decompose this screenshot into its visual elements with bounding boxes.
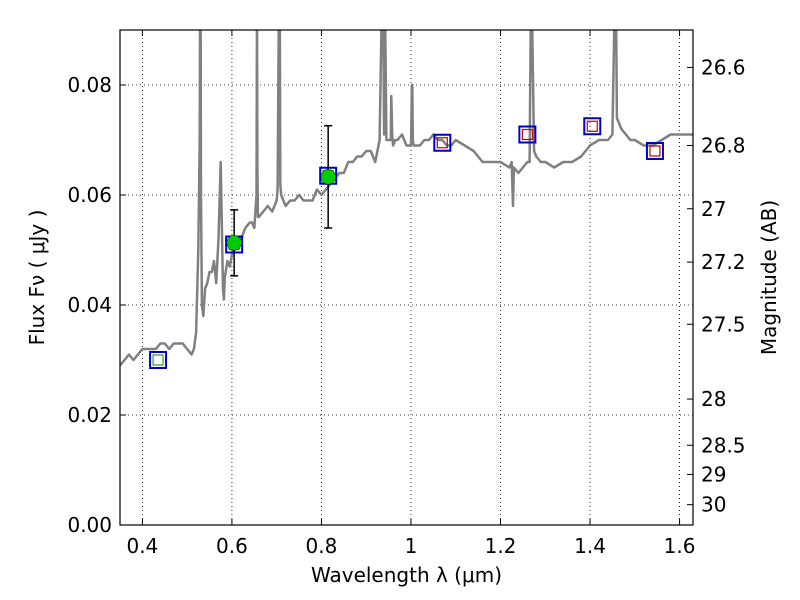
photometry-square [433, 133, 452, 152]
x-axis-label: Wavelength λ (μm) [311, 563, 502, 587]
mag-tick-label: 29 [701, 462, 726, 486]
data-layer [120, 30, 693, 369]
sed-model-line [120, 30, 693, 367]
photometry-square [518, 125, 537, 144]
mag-tick-label: 26.8 [701, 134, 746, 158]
x-tick-label: 1.2 [485, 534, 517, 558]
photometry-square-inner [521, 128, 533, 141]
y-tick-label: 0.02 [67, 403, 112, 427]
x-tick-label: 0.8 [306, 534, 338, 558]
x-tick-label: 0.6 [216, 534, 248, 558]
y-tick-label: 0.04 [67, 293, 112, 317]
x-tick-label: 1 [405, 534, 418, 558]
y-tick-label: 0.00 [67, 513, 112, 537]
mag-tick-label: 26.6 [701, 55, 746, 79]
photometry-square-inner [436, 137, 448, 149]
y-tick-label: 0.08 [67, 73, 112, 97]
x-tick-label: 0.4 [126, 534, 158, 558]
mag-tick-label: 27 [701, 197, 726, 221]
y-tick-label: 0.06 [67, 183, 112, 207]
photometry-circle [320, 169, 336, 185]
ticks: 0.4 0.6 0.8 1 1.2 1.4 1.6 0.00 0.02 0.04 0.06 0.08 2… [67, 30, 746, 558]
mag-tick-label: 28 [701, 387, 726, 411]
photometry-square [149, 351, 168, 369]
mag-tick-label: 30 [701, 493, 726, 517]
grid [120, 30, 693, 525]
mag-tick-label: 27.5 [701, 312, 746, 336]
photometry-square [645, 142, 664, 160]
x-tick-label: 1.6 [664, 534, 696, 558]
right-axis-label: Magnitude (AB) [757, 200, 781, 355]
photometry-circle [226, 235, 242, 251]
photometry-square-inner [649, 145, 661, 157]
mag-tick-label: 28.5 [701, 433, 746, 457]
mag-tick-label: 27.2 [701, 250, 746, 274]
photometry-square-inner [152, 354, 164, 366]
plot-frame [119, 29, 694, 526]
y-axis-label: Flux Fν ( μJy ) [25, 210, 49, 346]
photometry-square-inner [586, 120, 598, 132]
photometry-square [583, 117, 602, 136]
x-tick-label: 1.4 [574, 534, 606, 558]
